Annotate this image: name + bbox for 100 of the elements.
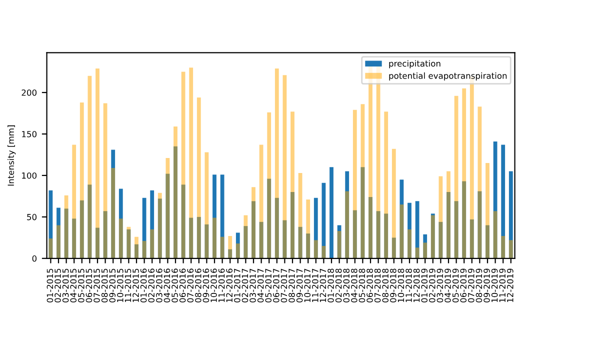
bar <box>228 236 232 258</box>
legend-label: potential evapotranspiration <box>389 72 507 80</box>
bar <box>486 225 490 258</box>
bar <box>368 197 372 258</box>
x-tick-label: 06-2019 <box>460 268 467 302</box>
bar <box>111 168 116 258</box>
bar <box>252 187 256 258</box>
y-tick-label: 200 <box>22 89 37 96</box>
bar <box>462 88 466 258</box>
x-tick-label: 11-2018 <box>406 268 412 302</box>
x-tick-label: 03-2015 <box>62 268 69 302</box>
bar <box>196 216 201 258</box>
x-tick-label: 03-2019 <box>436 268 444 302</box>
y-tick-label: 100 <box>22 172 37 179</box>
bar <box>228 249 232 258</box>
x-tick-label: 04-2019 <box>444 268 451 302</box>
x-tick-label: 05-2015 <box>78 268 84 302</box>
bar <box>142 198 146 258</box>
x-tick-label: 11-2017 <box>312 268 318 302</box>
x-tick-label: 06-2016 <box>179 268 186 302</box>
bar <box>189 218 194 258</box>
bar <box>64 195 68 258</box>
bar <box>72 144 76 258</box>
x-tick-label: 08-2016 <box>195 268 202 302</box>
bar <box>150 229 154 258</box>
bar <box>462 181 466 258</box>
bar <box>446 192 450 258</box>
bar <box>360 167 365 258</box>
bar <box>181 184 186 258</box>
bar <box>259 144 264 258</box>
bar <box>274 68 279 258</box>
x-tick-label: 02-2019 <box>429 268 436 302</box>
x-tick-label: 09-2018 <box>390 268 396 302</box>
bar <box>204 224 209 258</box>
x-tick-label: 04-2017 <box>257 268 264 302</box>
x-tick-label: 04-2016 <box>164 268 170 302</box>
bar <box>96 228 100 258</box>
x-tick-label: 10-2015 <box>117 268 124 302</box>
bar <box>423 234 428 258</box>
x-tick-label: 12-2016 <box>226 268 233 302</box>
bar <box>204 152 209 258</box>
x-tick-label: 07-2015 <box>94 268 100 302</box>
x-tick-label: 02-2015 <box>54 268 61 302</box>
bar <box>103 103 108 258</box>
y-tick-label: 0 <box>32 255 37 262</box>
bar <box>103 211 108 258</box>
bar <box>446 171 450 258</box>
bar <box>392 148 396 258</box>
x-tick-label: 02-2017 <box>242 268 248 302</box>
x-tick-label: 08-2019 <box>476 268 482 302</box>
x-tick-label: 06-2018 <box>366 268 373 302</box>
bar <box>118 218 123 258</box>
bar <box>150 190 154 258</box>
x-tick-label: 01-2018 <box>328 268 334 302</box>
x-tick-label: 04-2018 <box>351 268 358 302</box>
bar <box>306 234 310 258</box>
bar <box>134 236 138 258</box>
x-tick-label: 05-2018 <box>358 268 366 302</box>
x-tick-label: 05-2017 <box>265 268 272 302</box>
bar <box>384 112 388 258</box>
bar <box>352 210 357 258</box>
x-tick-label: 03-2018 <box>343 268 350 302</box>
bar <box>220 174 224 258</box>
x-tick-label: 06-2017 <box>273 268 280 302</box>
bar <box>236 232 240 258</box>
bar <box>181 72 186 258</box>
bar <box>118 188 123 258</box>
x-tick-label: 09-2015 <box>109 268 116 302</box>
bar <box>508 171 513 258</box>
bar <box>244 226 248 258</box>
bar <box>290 192 294 258</box>
bar <box>274 198 279 258</box>
bar <box>322 182 326 258</box>
x-tick-label: 01-2019 <box>421 268 428 302</box>
bar <box>220 236 224 258</box>
y-tick-label: 50 <box>27 214 37 220</box>
bar <box>454 201 458 258</box>
x-tick-label: 12-2017 <box>320 268 326 302</box>
bar <box>423 242 428 258</box>
bar <box>493 141 498 258</box>
x-tick-label: 10-2017 <box>304 268 311 302</box>
bar <box>408 229 412 258</box>
bar <box>166 174 170 258</box>
bar <box>64 208 68 258</box>
x-tick-label: 07-2019 <box>468 268 474 302</box>
bar <box>314 240 318 258</box>
x-tick-label: 12-2015 <box>132 268 139 302</box>
bar <box>508 240 513 258</box>
x-tick-label: 08-2015 <box>101 268 108 302</box>
x-tick-label: 07-2016 <box>187 268 194 302</box>
bar <box>501 144 506 258</box>
y-tick-label: 150 <box>22 130 37 138</box>
x-tick-label: 01-2017 <box>234 268 240 302</box>
x-tick-label: 10-2019 <box>491 268 498 302</box>
x-tick-label: 11-2019 <box>499 268 506 302</box>
bar <box>267 178 272 258</box>
bar <box>166 158 170 258</box>
bar <box>314 198 318 258</box>
x-tick-label: 07-2018 <box>374 268 381 302</box>
bar <box>486 163 490 258</box>
